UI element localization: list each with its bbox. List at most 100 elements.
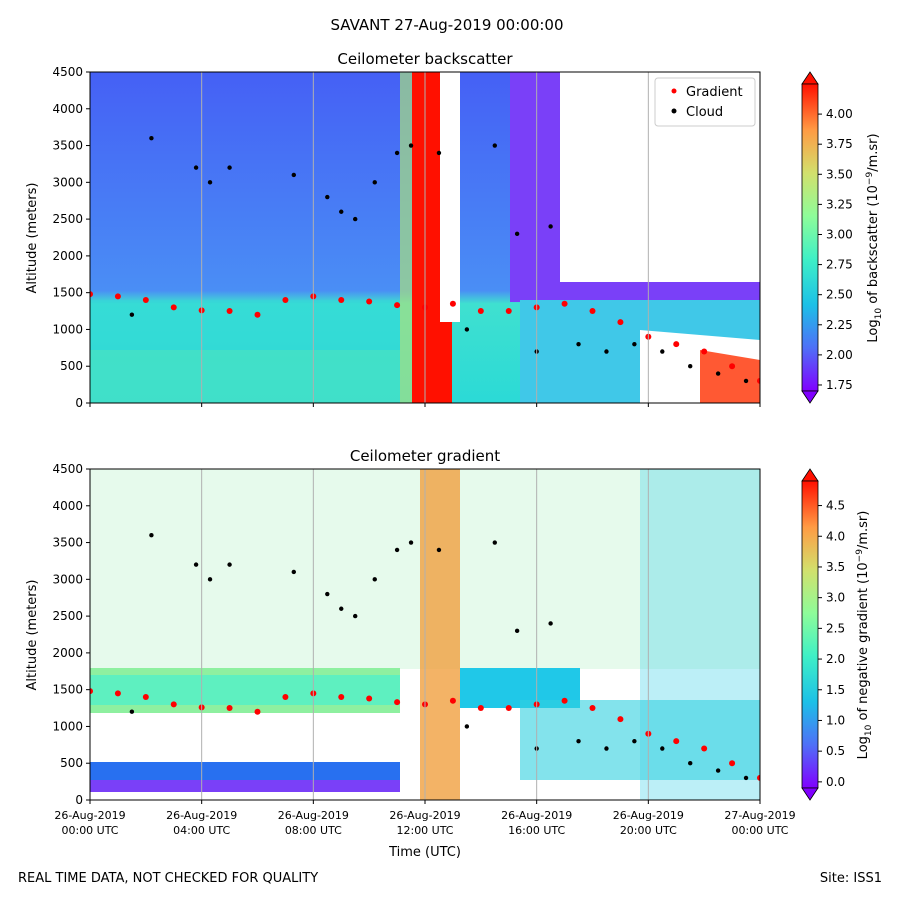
top-cloud-point-2 <box>193 165 199 170</box>
bot-gradient-point-1 <box>114 690 121 697</box>
top-gradient-point-21 <box>673 341 680 348</box>
top-gradient-point-9 <box>338 297 345 304</box>
top-y-tick-label-3: 1500 <box>52 286 83 300</box>
top-gradient-point-15 <box>505 308 512 315</box>
top-cb-tick-label-5: 3.00 <box>826 227 853 241</box>
footer-quality-note: REAL TIME DATA, NOT CHECKED FOR QUALITY <box>18 871 318 886</box>
top-cloud-point-3 <box>207 180 213 185</box>
top-gradient-point-3 <box>170 304 177 311</box>
top-y-tick-label-5: 2500 <box>52 212 83 226</box>
top-gradient-point-7 <box>282 297 289 304</box>
bot-x-tick-time-2: 08:00 UTC <box>285 824 342 837</box>
backscatter-colorbar-ticks: 1.75 2.00 2.25 2.50 2.75 3.00 3.25 3.50 3.75 4.00 <box>818 107 853 392</box>
top-gradient-point-22 <box>701 348 708 355</box>
bot-cloud-point-2 <box>193 562 199 567</box>
bot-cb-tick-label-5: 2.5 <box>826 621 845 635</box>
bot-y-tick-label-7: 3500 <box>52 536 83 550</box>
bottom-x-axis: 26-Aug-2019 00:00 UTC 26-Aug-2019 04:00 UTC… <box>54 800 796 837</box>
top-series-layer <box>90 136 760 384</box>
bot-y-tick-label-0: 0 <box>75 793 83 807</box>
backscatter-colorbar <box>801 71 819 404</box>
top-y-tick-label-8: 4000 <box>52 102 83 116</box>
top-gradient-point-13 <box>449 300 456 307</box>
bot-gradient-point-15 <box>505 705 512 712</box>
bot-y-tick-label-4: 2000 <box>52 646 83 660</box>
bot-gradient-point-7 <box>282 694 289 701</box>
bot-cloud-point-9 <box>372 577 377 582</box>
figure-suptitle: SAVANT 27-Aug-2019 00:00:00 <box>331 16 564 34</box>
bot-cloud-point-22 <box>688 761 693 766</box>
bot-gradient-point-14 <box>477 705 484 712</box>
bot-cb-tick-label-2: 1.0 <box>826 713 845 727</box>
bot-x-tick-date-0: 26-Aug-2019 <box>54 809 125 822</box>
top-cloud-point-15 <box>514 231 520 237</box>
bot-cloud-point-18 <box>576 738 581 744</box>
bot-gradient-point-10 <box>366 695 373 702</box>
top-cloud-point-1 <box>149 136 154 141</box>
top-cb-tick-label-6: 3.25 <box>826 197 853 211</box>
bot-gradient-point-21 <box>673 738 680 745</box>
bot-gradient-point-2 <box>142 694 149 701</box>
bot-cloud-point-24 <box>743 775 749 781</box>
bot-x-tick-time-4: 16:00 UTC <box>508 824 565 837</box>
top-cloud-point-11 <box>408 143 414 148</box>
top-gradient-point-14 <box>477 308 484 315</box>
legend-gradient-marker <box>671 88 677 94</box>
top-y-axis-label: Altitude (meters) <box>25 183 40 294</box>
bottom-x-axis-label: Time (UTC) <box>388 845 461 860</box>
bot-y-tick-label-9: 4500 <box>52 462 83 476</box>
bot-cloud-point-21 <box>660 746 665 751</box>
bot-x-tick-date-3: 26-Aug-2019 <box>389 809 460 822</box>
top-grid-lines <box>201 72 649 403</box>
legend-cloud-label: Cloud <box>686 105 723 120</box>
bot-y-tick-label-8: 4000 <box>52 499 83 513</box>
legend-gradient-label: Gradient <box>686 85 743 100</box>
top-y-tick-label-7: 3500 <box>52 139 83 153</box>
bot-gradient-point-22 <box>701 745 708 752</box>
top-gradient-point-1 <box>114 293 121 300</box>
top-cloud-point-14 <box>492 143 497 148</box>
bot-y-tick-label-2: 1000 <box>52 719 83 733</box>
bottom-y-axis: 0 500 1000 1500 2000 2500 3000 3500 4000 4500 <box>52 462 90 807</box>
gradient-colorbar <box>801 468 819 801</box>
bot-cb-tick-label-9: 4.5 <box>826 499 845 513</box>
top-cloud-point-9 <box>372 180 377 185</box>
top-gradient-point-2 <box>142 297 149 304</box>
bot-x-tick-time-1: 04:00 UTC <box>173 824 230 837</box>
top-y-tick-label-0: 0 <box>75 396 83 410</box>
bot-x-tick-time-0: 00:00 UTC <box>61 824 118 837</box>
bot-gradient-point-13 <box>449 697 456 704</box>
bot-gradient-point-3 <box>170 701 177 708</box>
top-cloud-point-18 <box>576 341 581 347</box>
bottom-panel-title: Ceilometer gradient <box>350 447 500 465</box>
top-gradient-point-11 <box>394 302 401 309</box>
bot-gradient-point-5 <box>226 705 233 712</box>
bot-y-tick-label-6: 3000 <box>52 572 83 586</box>
top-gradient-point-17 <box>561 300 568 307</box>
top-gradient-point-0 <box>90 291 93 298</box>
bot-cloud-point-0 <box>129 709 135 714</box>
top-cb-tick-label-1: 2.00 <box>826 348 853 362</box>
bot-cloud-point-13 <box>464 724 470 729</box>
top-cb-tick-label-3: 2.50 <box>826 288 853 302</box>
top-gradient-point-18 <box>589 308 596 315</box>
bot-y-tick-label-1: 500 <box>60 756 83 770</box>
top-cloud-point-12 <box>436 150 442 156</box>
bot-y-tick-label-3: 1500 <box>52 683 83 697</box>
top-gradient-point-10 <box>366 298 373 305</box>
bot-cloud-point-17 <box>548 621 553 626</box>
bot-x-tick-time-6: 00:00 UTC <box>731 824 788 837</box>
backscatter-colorbar-label: Log10 of backscatter (10−9/m.sr) <box>865 133 884 342</box>
bot-x-tick-date-2: 26-Aug-2019 <box>278 809 349 822</box>
bot-gradient-point-6 <box>254 708 261 715</box>
bot-x-tick-time-5: 20:00 UTC <box>620 824 677 837</box>
bot-cb-tick-label-7: 3.5 <box>826 560 845 574</box>
top-gradient-point-5 <box>226 308 233 315</box>
bot-cb-tick-label-8: 4.0 <box>826 529 845 543</box>
top-cb-tick-label-4: 2.75 <box>826 258 853 272</box>
top-cloud-point-0 <box>129 312 135 317</box>
bot-x-tick-date-1: 26-Aug-2019 <box>166 809 237 822</box>
bot-gradient-point-11 <box>394 699 401 706</box>
bot-gradient-point-18 <box>589 705 596 712</box>
top-cb-tick-label-9: 4.00 <box>826 107 853 121</box>
